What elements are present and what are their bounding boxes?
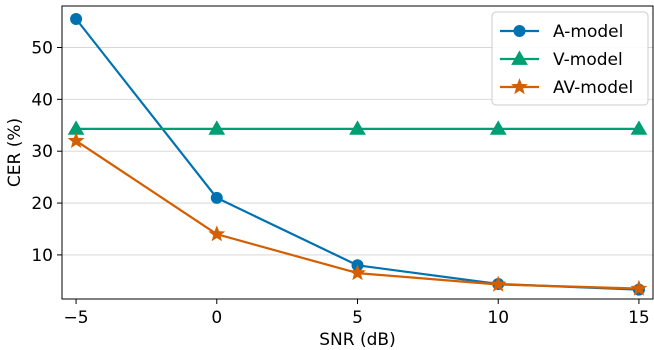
data-point — [489, 120, 507, 135]
data-point — [630, 279, 648, 296]
legend-item: V-model — [500, 50, 623, 70]
y-axis-label: CER (%) — [5, 118, 25, 187]
x-axis-label: SNR (dB) — [319, 330, 395, 350]
legend-marker — [511, 50, 528, 65]
y-axis: 10 20 30 40 50 — [31, 38, 62, 266]
x-tick-label: −5 — [64, 308, 89, 328]
data-point — [67, 131, 85, 148]
legend-item: AV-model — [500, 78, 633, 98]
y-tick-label: 40 — [31, 90, 53, 110]
series-layer — [67, 12, 648, 296]
legend-label: V-model — [553, 50, 623, 70]
y-tick-label: 20 — [31, 194, 53, 214]
x-tick-label: 15 — [628, 308, 650, 328]
y-tick-label: 50 — [31, 38, 53, 58]
y-tick-label: 10 — [31, 246, 53, 266]
series-v-model — [67, 120, 648, 135]
x-tick-label: 10 — [487, 308, 509, 328]
data-point — [210, 191, 223, 204]
data-point — [630, 120, 648, 135]
data-point — [489, 275, 507, 292]
y-tick-label: 30 — [31, 142, 53, 162]
legend: A-model V-model AV-model — [491, 11, 649, 106]
x-tick-label: 0 — [211, 308, 222, 328]
legend-marker — [513, 25, 526, 37]
series-av-model — [67, 131, 648, 296]
x-tick-label: 5 — [352, 308, 363, 328]
data-point — [349, 264, 366, 281]
x-axis: −5 0 5 10 15 — [64, 299, 650, 328]
legend-label: AV-model — [553, 78, 633, 98]
data-point — [349, 120, 366, 135]
legend-marker — [511, 78, 528, 95]
data-point — [208, 225, 226, 242]
legend-item: A-model — [500, 22, 623, 42]
data-point — [208, 120, 226, 135]
legend-label: A-model — [553, 22, 623, 42]
data-point — [70, 12, 83, 25]
legend-box — [491, 11, 649, 106]
